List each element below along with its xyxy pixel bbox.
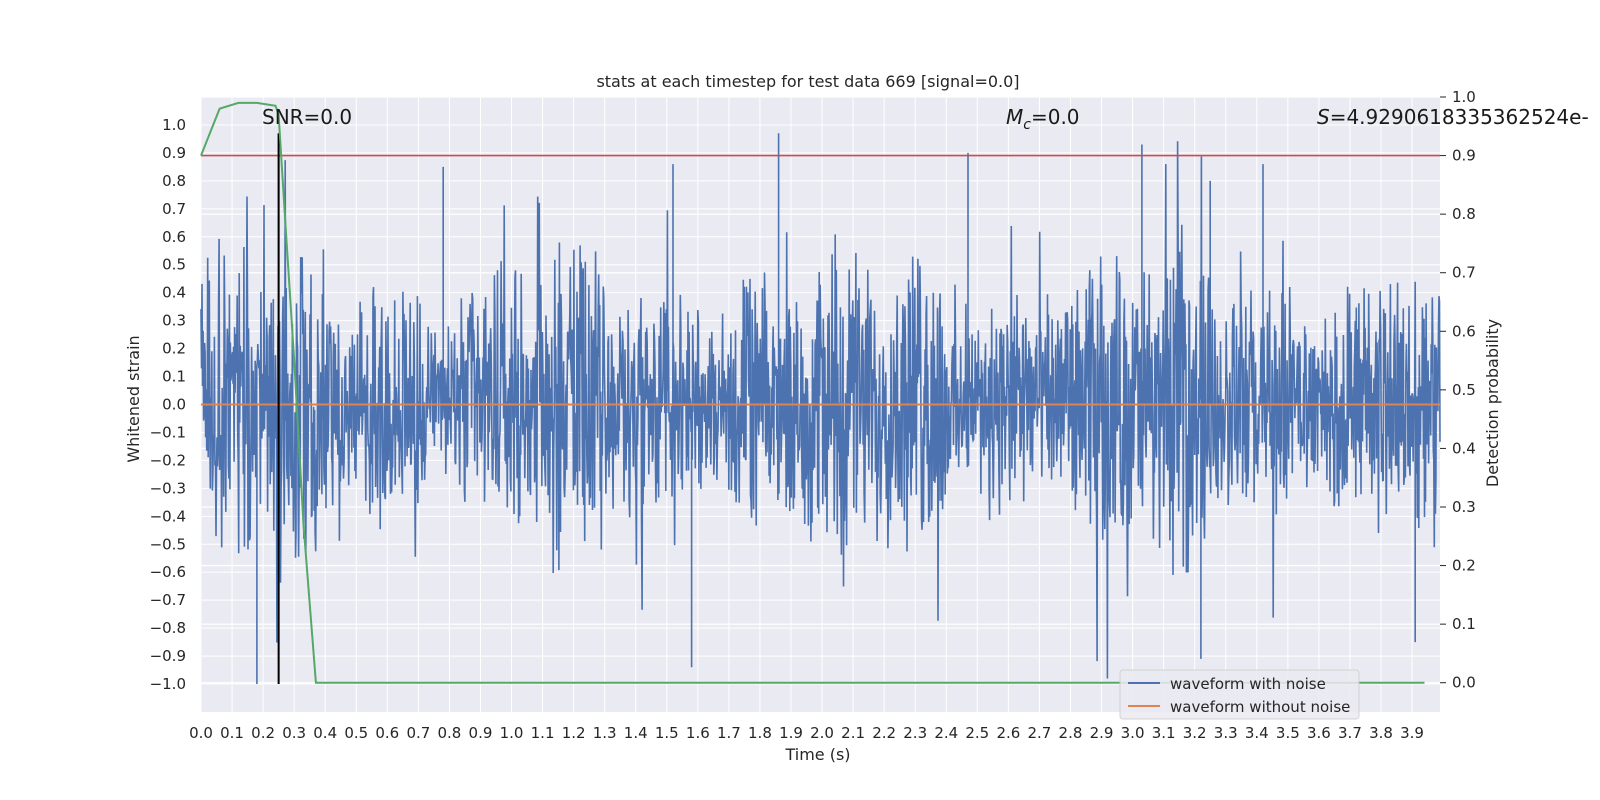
snr-annotation: SNR=0.0 — [262, 105, 352, 129]
y-tick-label: −0.6 — [150, 563, 186, 581]
x-tick-label: 2.5 — [965, 724, 989, 742]
x-tick-label: 2.4 — [934, 724, 958, 742]
legend: waveform with noise waveform without noi… — [1119, 669, 1360, 720]
x-tick-label: 2.1 — [841, 724, 865, 742]
y-tick-label: 0.0 — [162, 396, 186, 414]
x-tick-label: 1.8 — [748, 724, 772, 742]
y-tick-label: −0.7 — [150, 591, 186, 609]
x-tick-label: 2.0 — [810, 724, 834, 742]
x-tick-label: 2.3 — [903, 724, 927, 742]
y2-tick-label: 0.7 — [1452, 264, 1476, 282]
x-tick-label: 3.5 — [1276, 724, 1300, 742]
x-tick-label: 0.7 — [406, 724, 430, 742]
y-tick-label: −1.0 — [150, 675, 186, 693]
x-tick-label: 3.1 — [1152, 724, 1176, 742]
y2-tick-label: 0.4 — [1452, 439, 1476, 457]
x-tick-label: 0.9 — [469, 724, 493, 742]
mc-symbol: M — [1006, 105, 1023, 129]
x-tick-label: 1.0 — [500, 724, 524, 742]
x-tick-label: 1.2 — [562, 724, 586, 742]
y-tick-label: −0.4 — [150, 507, 186, 525]
x-tick-label: 1.6 — [686, 724, 710, 742]
y-tick-label: 1.0 — [162, 116, 186, 134]
y-tick-label: 0.9 — [162, 144, 186, 162]
x-tick-label: 3.0 — [1121, 724, 1145, 742]
x-tick-label: 1.5 — [655, 724, 679, 742]
legend-label-noisy: waveform with noise — [1170, 675, 1326, 693]
x-tick-label: 1.1 — [531, 724, 555, 742]
s-value: =4.929061833536​2524e- — [1330, 105, 1589, 129]
mc-subscript: c — [1023, 117, 1031, 133]
y2-tick-label: 0.1 — [1452, 615, 1476, 633]
x-tick-label: 3.2 — [1183, 724, 1207, 742]
x-tick-label: 0.4 — [313, 724, 337, 742]
s-annotation: S=4.929061833536​2524e- — [1317, 105, 1589, 129]
s-symbol: S — [1317, 105, 1330, 129]
x-tick-label: 3.6 — [1307, 724, 1331, 742]
y2-tick-label: 0.8 — [1452, 205, 1476, 223]
x-tick-label: 3.4 — [1245, 724, 1269, 742]
x-tick-label: 0.0 — [189, 724, 213, 742]
y-tick-label: −0.2 — [150, 451, 186, 469]
x-tick-label: 0.5 — [344, 724, 368, 742]
x-tick-labels: 0.0 0.1 0.2 0.3 0.4 0.5 0.6 0.7 0.8 0.9 1.0 1.1 1.2 1… — [189, 724, 1424, 742]
x-tick-label: 3.3 — [1214, 724, 1238, 742]
y2-tick-label: 1.0 — [1452, 88, 1476, 106]
chart-title: stats at each timestep for test data 669… — [596, 72, 1019, 91]
y-tick-label: 0.7 — [162, 200, 186, 218]
y2-tick-labels: 1.0 0.9 0.8 0.7 0.6 0.5 0.4 0.3 0.2 0.1 0.0 — [1440, 88, 1476, 692]
x-tick-label: 3.9 — [1400, 724, 1424, 742]
mc-annotation: Mc=0.0 — [1006, 105, 1080, 133]
x-tick-label: 1.9 — [779, 724, 803, 742]
x-tick-label: 2.8 — [1059, 724, 1083, 742]
y2-tick-label: 0.9 — [1452, 147, 1476, 165]
legend-box — [1119, 669, 1360, 720]
y-axis-label: Whitened strain — [124, 335, 143, 462]
y-tick-label: 0.5 — [162, 256, 186, 274]
y2-tick-label: 0.6 — [1452, 322, 1476, 340]
detection-probability-line — [200, 101, 1425, 684]
mc-value: =0.0 — [1031, 105, 1080, 129]
y-tick-label: −0.8 — [150, 619, 186, 637]
x-tick-label: 0.6 — [375, 724, 399, 742]
y-tick-label: 0.2 — [162, 340, 186, 358]
x-tick-label: 0.1 — [220, 724, 244, 742]
y-tick-label: 0.3 — [162, 312, 186, 330]
y-tick-labels: 1.0 0.9 0.8 0.7 0.6 0.5 0.4 0.3 0.2 0.1 0.0 −0.1 −0.… — [150, 116, 186, 693]
y-tick-label: 0.8 — [162, 172, 186, 190]
y-tick-label: −0.3 — [150, 479, 186, 497]
x-axis-label: Time (s) — [784, 745, 850, 764]
y2-axis-label: Detection probability — [1483, 319, 1502, 487]
y-tick-label: 0.1 — [162, 368, 186, 386]
x-tick-label: 0.8 — [437, 724, 461, 742]
y2-tick-label: 0.3 — [1452, 498, 1476, 516]
x-tick-label: 2.2 — [872, 724, 896, 742]
y2-tick-label: 0.0 — [1452, 674, 1476, 692]
y-tick-label: −0.9 — [150, 647, 186, 665]
x-tick-label: 2.7 — [1027, 724, 1051, 742]
x-tick-label: 1.3 — [593, 724, 617, 742]
x-tick-label: 1.4 — [624, 724, 648, 742]
x-tick-label: 0.3 — [282, 724, 306, 742]
x-tick-label: 2.6 — [996, 724, 1020, 742]
y-tick-label: 0.6 — [162, 228, 186, 246]
legend-label-clean: waveform without noise — [1170, 698, 1350, 716]
x-tick-label: 0.2 — [251, 724, 275, 742]
x-tick-label: 3.7 — [1338, 724, 1362, 742]
y-tick-label: −0.5 — [150, 535, 186, 553]
y-tick-label: 0.4 — [162, 284, 186, 302]
y2-tick-label: 0.5 — [1452, 381, 1476, 399]
y2-tick-label: 0.2 — [1452, 557, 1476, 575]
x-tick-label: 3.8 — [1369, 724, 1393, 742]
y-tick-label: −0.1 — [150, 423, 186, 441]
x-tick-label: 1.7 — [717, 724, 741, 742]
x-tick-label: 2.9 — [1090, 724, 1114, 742]
